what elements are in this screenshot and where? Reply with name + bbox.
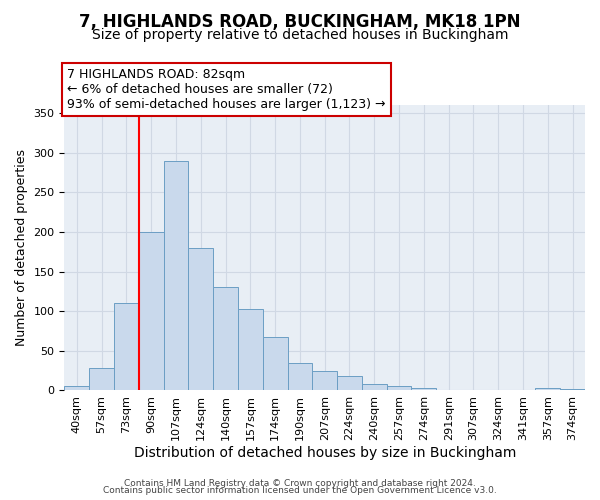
Bar: [64, 386, 89, 390]
Bar: [337, 376, 362, 390]
Bar: [287, 362, 313, 390]
Bar: [412, 388, 436, 390]
Bar: [313, 370, 337, 390]
Bar: [213, 288, 238, 391]
Bar: [560, 389, 585, 390]
Bar: [139, 232, 164, 390]
Bar: [362, 384, 386, 390]
Text: Size of property relative to detached houses in Buckingham: Size of property relative to detached ho…: [92, 28, 508, 42]
Text: 7, HIGHLANDS ROAD, BUCKINGHAM, MK18 1PN: 7, HIGHLANDS ROAD, BUCKINGHAM, MK18 1PN: [79, 12, 521, 30]
Bar: [114, 304, 139, 390]
Bar: [164, 160, 188, 390]
Bar: [238, 309, 263, 390]
Bar: [386, 386, 412, 390]
Bar: [535, 388, 560, 390]
Bar: [263, 336, 287, 390]
Bar: [188, 248, 213, 390]
Bar: [89, 368, 114, 390]
X-axis label: Distribution of detached houses by size in Buckingham: Distribution of detached houses by size …: [134, 446, 516, 460]
Text: 7 HIGHLANDS ROAD: 82sqm
← 6% of detached houses are smaller (72)
93% of semi-det: 7 HIGHLANDS ROAD: 82sqm ← 6% of detached…: [67, 68, 386, 111]
Y-axis label: Number of detached properties: Number of detached properties: [15, 150, 28, 346]
Text: Contains HM Land Registry data © Crown copyright and database right 2024.: Contains HM Land Registry data © Crown c…: [124, 478, 476, 488]
Text: Contains public sector information licensed under the Open Government Licence v3: Contains public sector information licen…: [103, 486, 497, 495]
